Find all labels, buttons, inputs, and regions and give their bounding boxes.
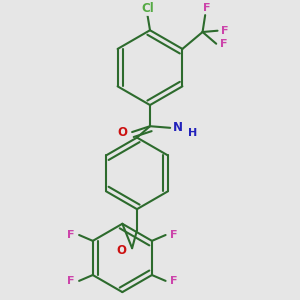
Text: F: F — [221, 26, 228, 36]
Text: N: N — [173, 121, 183, 134]
Text: F: F — [170, 230, 178, 240]
Text: H: H — [188, 128, 197, 138]
Text: Cl: Cl — [141, 2, 154, 15]
Text: F: F — [203, 3, 210, 13]
Text: F: F — [67, 230, 75, 240]
Text: O: O — [117, 126, 127, 139]
Text: O: O — [116, 244, 126, 257]
Text: F: F — [220, 39, 227, 49]
Text: F: F — [67, 276, 75, 286]
Text: F: F — [170, 276, 178, 286]
